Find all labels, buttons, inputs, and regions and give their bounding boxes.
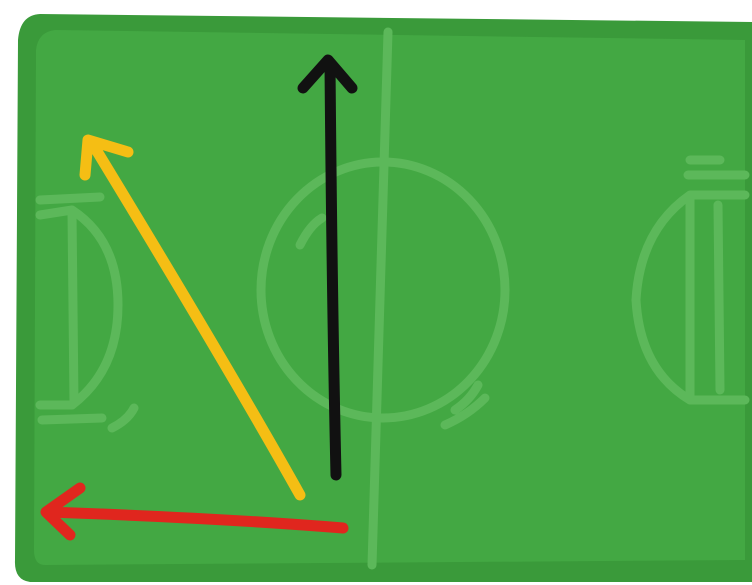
page bbox=[0, 0, 752, 585]
illustration bbox=[0, 0, 752, 585]
left-goal-line bbox=[72, 212, 74, 403]
right-inner-line bbox=[718, 205, 720, 390]
